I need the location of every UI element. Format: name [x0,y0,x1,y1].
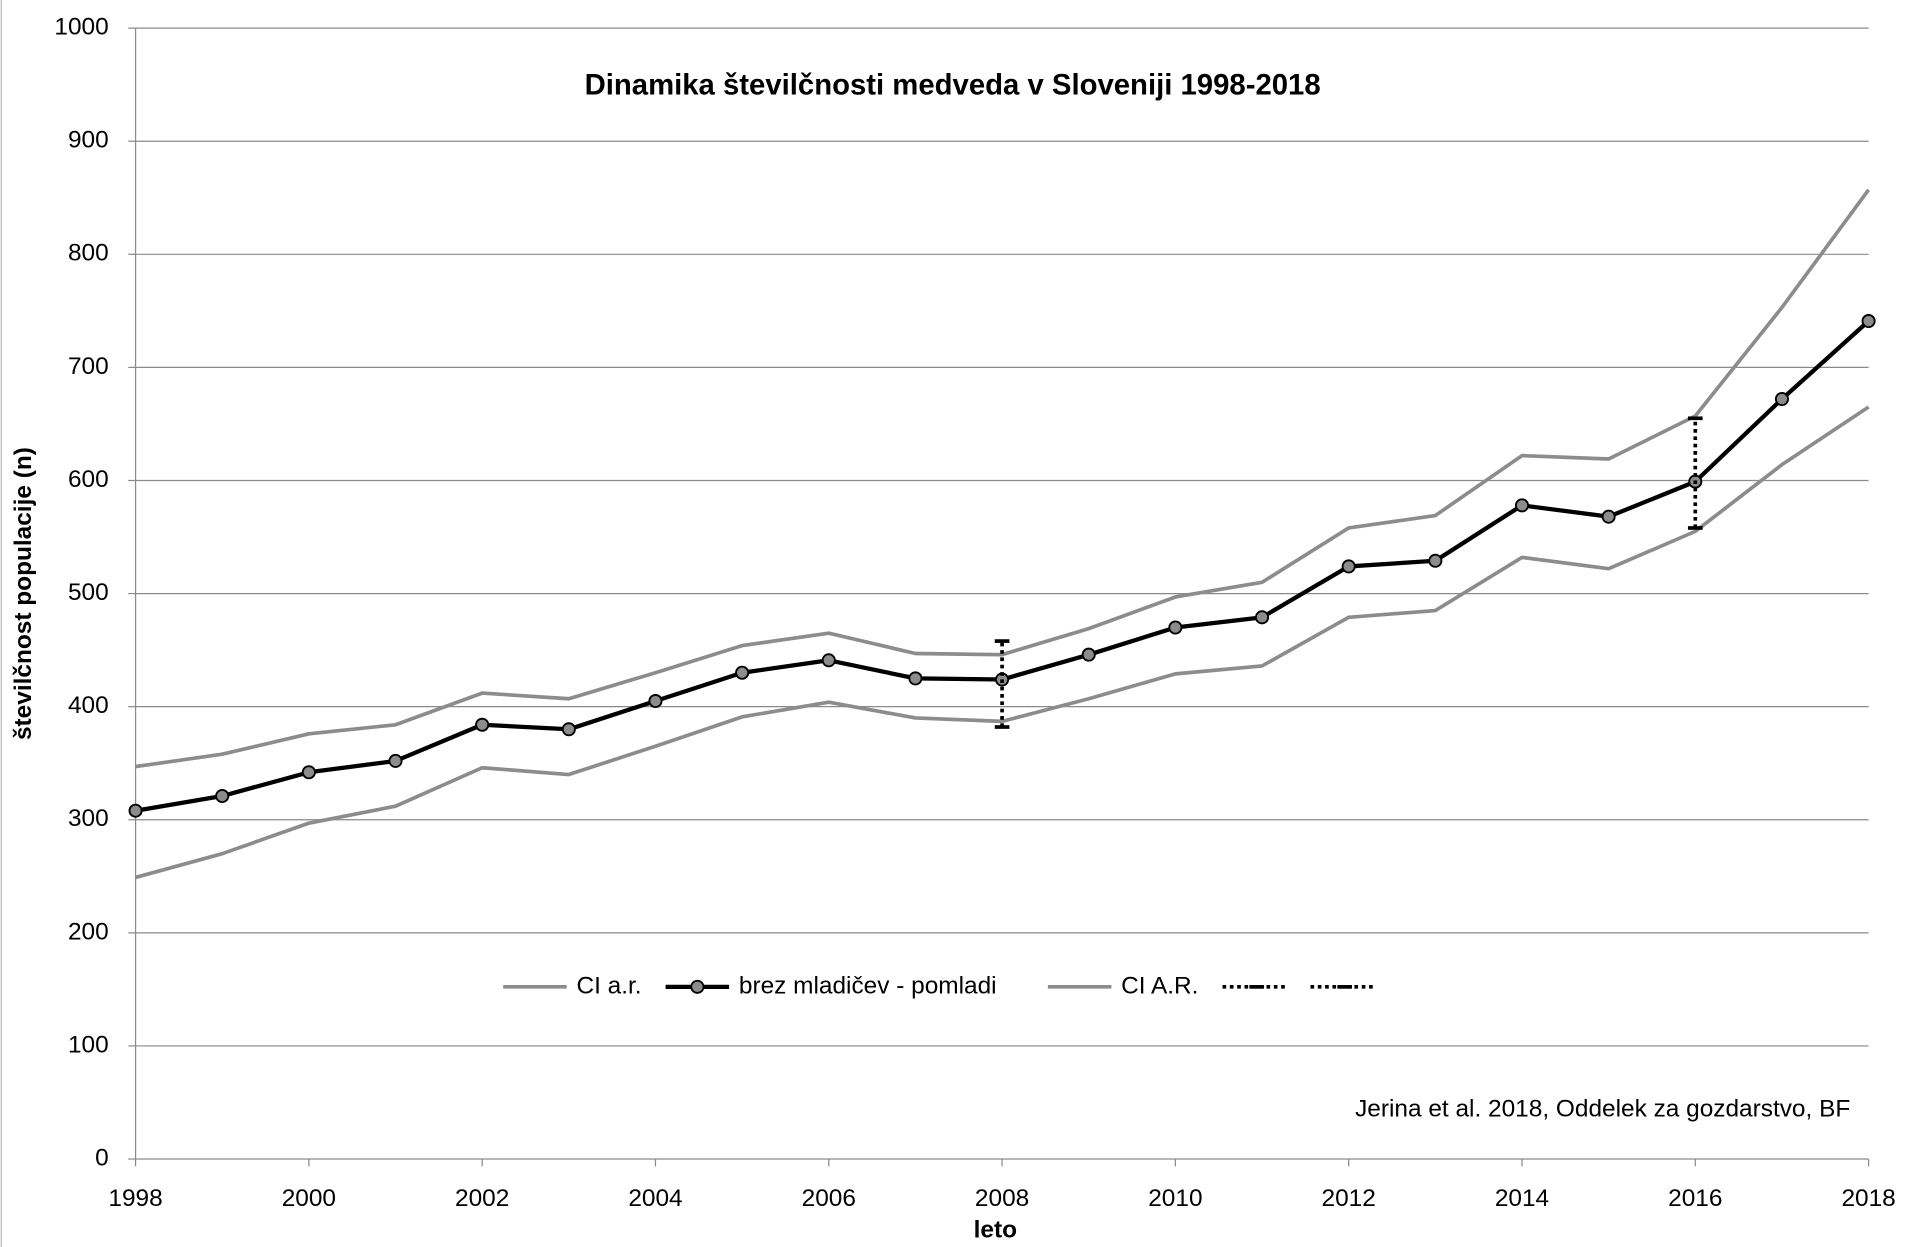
y-tick-label: 400 [68,692,109,719]
x-tick-label: 1998 [108,1185,162,1212]
y-tick-label: 600 [68,466,109,493]
legend-marker [690,979,705,994]
point [1774,392,1789,407]
point [301,765,316,780]
point [128,803,143,818]
legend-label: CI a.r. [576,972,641,999]
x-axis-title: leto [974,1217,1017,1244]
point [215,788,230,804]
y-axis-title: številčnost populacije (n) [10,447,37,740]
series-line [135,405,1870,880]
point [735,665,750,680]
y-tick-label: 100 [68,1031,109,1058]
y-tick-label: 200 [68,918,109,945]
point [908,671,923,686]
x-tick-label: 2014 [1495,1185,1549,1212]
point [1428,553,1443,568]
y-tick-label: 0 [95,1144,109,1171]
y-tick-label: 900 [68,127,109,154]
x-tick-label: 2006 [802,1185,856,1212]
y-tick-label: 300 [68,805,109,832]
point [1514,498,1530,513]
point [1341,559,1356,574]
x-tick-label: 2012 [1322,1185,1376,1212]
point [388,753,403,768]
x-tick-label: 2016 [1668,1185,1722,1212]
point [821,653,836,668]
y-tick-label: 700 [68,353,109,380]
x-tick-label: 2010 [1148,1185,1202,1212]
point [648,693,663,709]
x-tick-label: 2002 [455,1185,509,1212]
legend-label: brez mladičev - pomladi [739,972,997,999]
y-tick-label: 1000 [54,14,108,41]
x-tick-label: 2018 [1841,1185,1895,1212]
point [1168,620,1183,635]
point [561,722,576,737]
point [475,717,490,732]
chart-title: Dinamika številčnosti medveda v Slovenij… [585,68,1321,101]
x-tick-label: 2000 [282,1185,336,1212]
point [1081,647,1096,662]
x-tick-label: 2008 [975,1185,1029,1212]
x-tick-label: 2004 [628,1185,682,1212]
point [1255,610,1270,625]
point [1861,314,1876,329]
annotation: Jerina et al. 2018, Oddelek za gozdarstv… [1355,1096,1850,1123]
y-tick-label: 800 [68,240,109,267]
series-line [135,188,1871,769]
point [1601,509,1616,524]
y-tick-label: 500 [68,579,109,606]
legend-label: CI A.R. [1121,972,1198,999]
